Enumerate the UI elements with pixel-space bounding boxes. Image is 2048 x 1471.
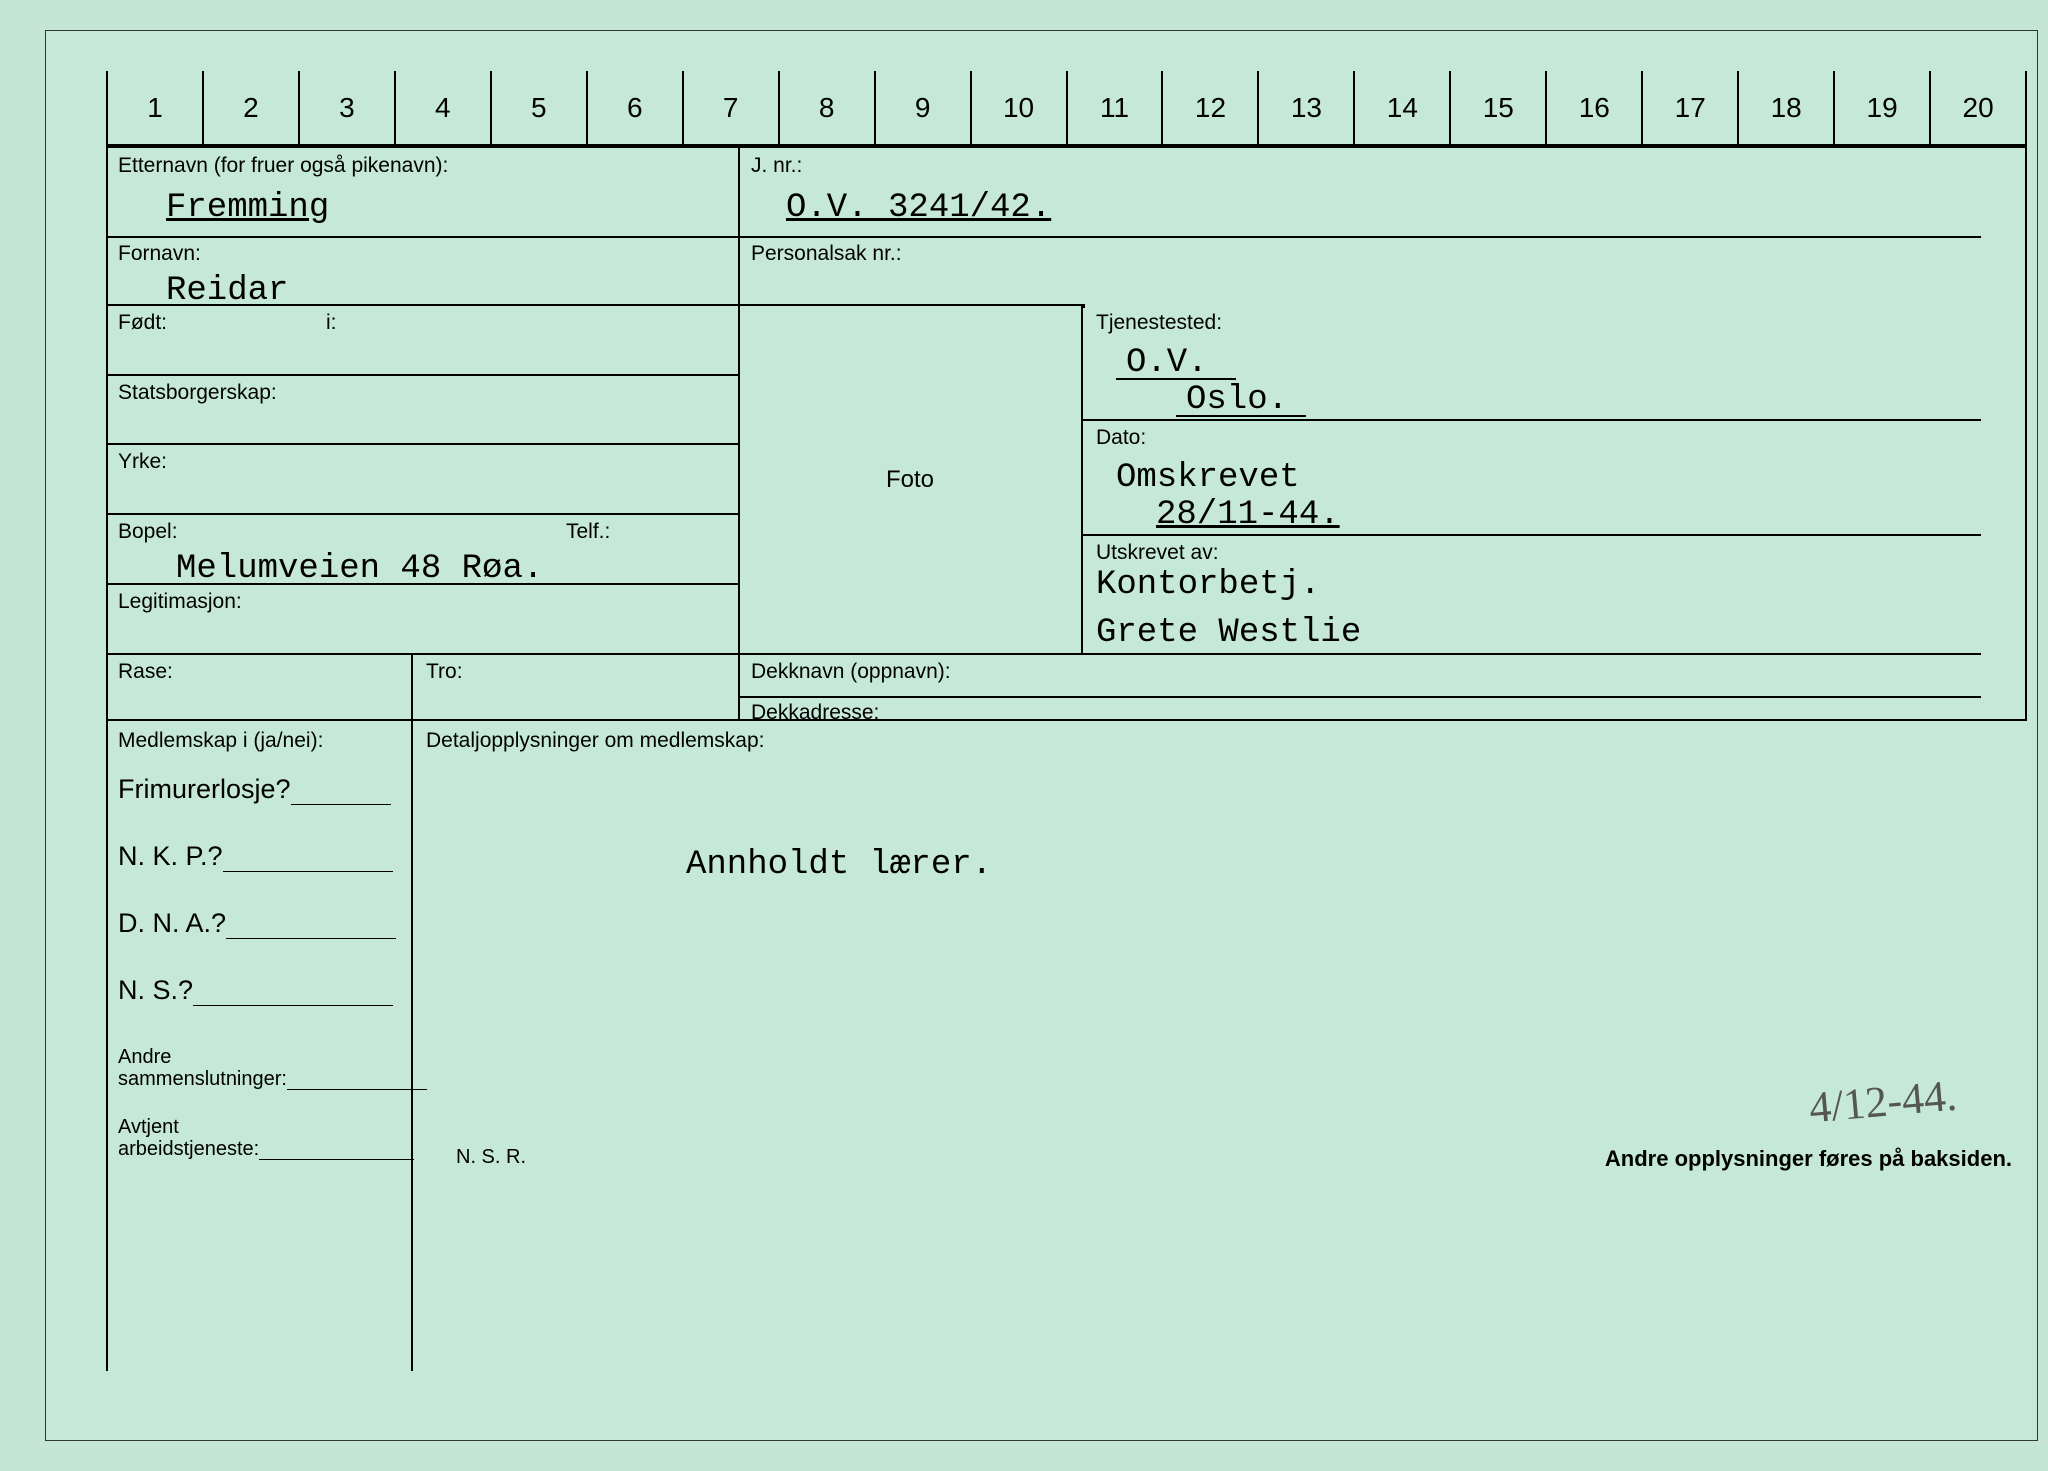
ruler-cell: 20 [1931, 71, 2025, 144]
ruler-cell: 12 [1163, 71, 1259, 144]
ruler-cell: 9 [876, 71, 972, 144]
label-nkp: N. K. P.? [118, 841, 223, 871]
label-dato: Dato: [1096, 426, 1146, 450]
label-foto: Foto [886, 466, 934, 494]
label-dekknavn: Dekknavn (oppnavn): [751, 660, 951, 684]
label-personalsak: Personalsak nr.: [751, 242, 902, 266]
label-utskrevet: Utskrevet av: [1096, 541, 1219, 565]
label-dekkadresse: Dekkadresse: [751, 701, 879, 725]
label-nsr: N. S. R. [456, 1146, 526, 1169]
ruler-cell: 19 [1835, 71, 1931, 144]
ruler-cell: 7 [684, 71, 780, 144]
ruler-cell: 1 [108, 71, 204, 144]
value-dato2: 28/11-44. [1156, 496, 1340, 534]
label-legitimasjon: Legitimasjon: [118, 590, 242, 614]
label-yrke: Yrke: [118, 450, 167, 474]
label-detalj: Detaljopplysninger om medlemskap: [426, 729, 765, 753]
label-telf: Telf.: [566, 520, 610, 544]
ruler-cell: 4 [396, 71, 492, 144]
label-dna: D. N. A.? [118, 908, 226, 938]
ruler-cell: 3 [300, 71, 396, 144]
registration-card: 1234567891011121314151617181920 Etternav… [45, 30, 2038, 1441]
ruler-cell: 8 [780, 71, 876, 144]
label-rase: Rase: [118, 660, 173, 684]
label-etternavn: Etternavn (for fruer også pikenavn): [118, 154, 448, 178]
ruler-cell: 18 [1739, 71, 1835, 144]
ruler-cell: 17 [1643, 71, 1739, 144]
ruler-cell: 6 [588, 71, 684, 144]
avtjent: Avtjentarbeidstjeneste: [118, 1116, 414, 1160]
ruler-cell: 13 [1259, 71, 1355, 144]
value-detalj: Annholdt lærer. [686, 846, 992, 884]
value-dato1: Omskrevet [1116, 459, 1300, 497]
ns-row: N. S.? [118, 975, 393, 1006]
label-bakside: Andre opplysninger føres på baksiden. [1605, 1146, 2012, 1172]
label-fodt: Født: [118, 311, 167, 335]
label-tro: Tro: [426, 660, 463, 684]
label-frimurer: Frimurerlosje? [118, 774, 291, 804]
label-ns: N. S.? [118, 975, 193, 1005]
ruler-cell: 15 [1451, 71, 1547, 144]
ruler-cell: 11 [1068, 71, 1164, 144]
value-tjenestested2: Oslo. [1186, 381, 1288, 419]
label-i: i: [326, 311, 337, 335]
value-etternavn: Fremming [166, 189, 329, 227]
label-statsborgerskap: Statsborgerskap: [118, 381, 277, 405]
label-fornavn: Fornavn: [118, 242, 201, 266]
nkp-row: N. K. P.? [118, 841, 393, 872]
ruler-row: 1234567891011121314151617181920 [106, 71, 2027, 146]
dna-row: D. N. A.? [118, 908, 396, 939]
label-jnr: J. nr.: [751, 154, 802, 178]
ruler-cell: 16 [1547, 71, 1643, 144]
label-medlemskap: Medlemskap i (ja/nei): [118, 729, 323, 753]
value-utskrevet2: Grete Westlie [1096, 614, 1361, 652]
label-tjenestested: Tjenestested: [1096, 311, 1222, 335]
ruler-cell: 14 [1355, 71, 1451, 144]
handwritten-date: 4/12-44. [1807, 1070, 1959, 1134]
label-bopel: Bopel: [118, 520, 178, 544]
ruler-cell: 2 [204, 71, 300, 144]
value-utskrevet1b: Kontorbetj. [1096, 566, 1320, 604]
frimurer-row: Frimurerlosje? [118, 774, 391, 805]
ruler-cell: 5 [492, 71, 588, 144]
value-jnr: O.V. 3241/42. [786, 189, 1051, 227]
ruler-cell: 10 [972, 71, 1068, 144]
andre-samm: Andresammenslutninger: [118, 1046, 427, 1090]
value-tjenestested1: O.V. [1126, 344, 1208, 382]
